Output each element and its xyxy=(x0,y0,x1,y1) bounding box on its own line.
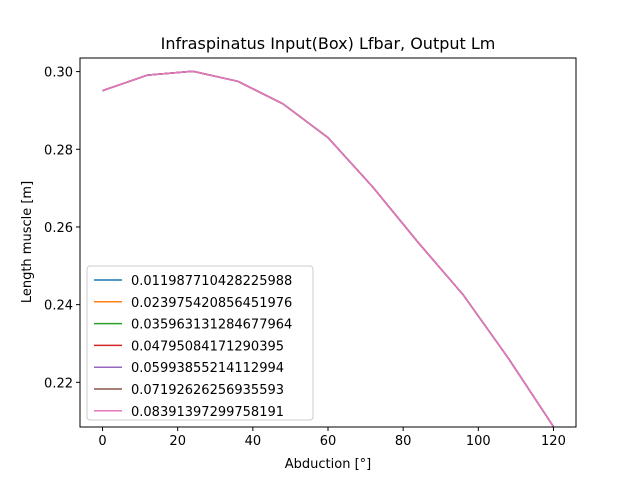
plot-frame xyxy=(79,57,577,428)
x-tick-label: 100 xyxy=(466,434,491,449)
legend: 0.011987710428225988 0.023975420856451976… xyxy=(86,265,314,421)
series-layer xyxy=(102,70,555,428)
x-tick-label: 40 xyxy=(245,434,262,449)
y-tick-label: 0.30 xyxy=(44,66,73,81)
legend-frame xyxy=(86,265,314,421)
x-tick-label: 0 xyxy=(98,434,106,449)
x-tick-label: 80 xyxy=(395,434,412,449)
legend-label: 0.023975420856451976 xyxy=(131,296,292,311)
x-tick-label: 60 xyxy=(320,434,337,449)
y-axis-ticks: 0.22 0.24 0.26 0.28 0.30 xyxy=(44,66,80,391)
legend-label: 0.07192626256935593 xyxy=(131,383,284,398)
x-tick-label: 120 xyxy=(541,434,566,449)
y-tick-label: 0.24 xyxy=(44,299,73,314)
legend-label: 0.05993855214112994 xyxy=(131,361,284,376)
y-tick-label: 0.26 xyxy=(44,221,73,236)
y-axis-label: Length muscle [m] xyxy=(20,181,35,303)
x-axis-ticks: 0 20 40 60 80 100 120 xyxy=(98,427,566,449)
series-line-7 xyxy=(102,70,555,428)
legend-label: 0.04795084171290395 xyxy=(131,339,284,354)
chart-title: Infraspinatus Input(Box) Lfbar, Output L… xyxy=(161,34,496,53)
x-tick-label: 20 xyxy=(169,434,186,449)
y-tick-label: 0.28 xyxy=(44,143,73,158)
y-tick-label: 0.22 xyxy=(44,376,73,391)
x-axis-label: Abduction [°] xyxy=(285,457,371,472)
legend-label: 0.08391397299758191 xyxy=(131,405,284,420)
legend-label: 0.011987710428225988 xyxy=(131,274,292,289)
legend-label: 0.035963131284677964 xyxy=(131,318,292,333)
